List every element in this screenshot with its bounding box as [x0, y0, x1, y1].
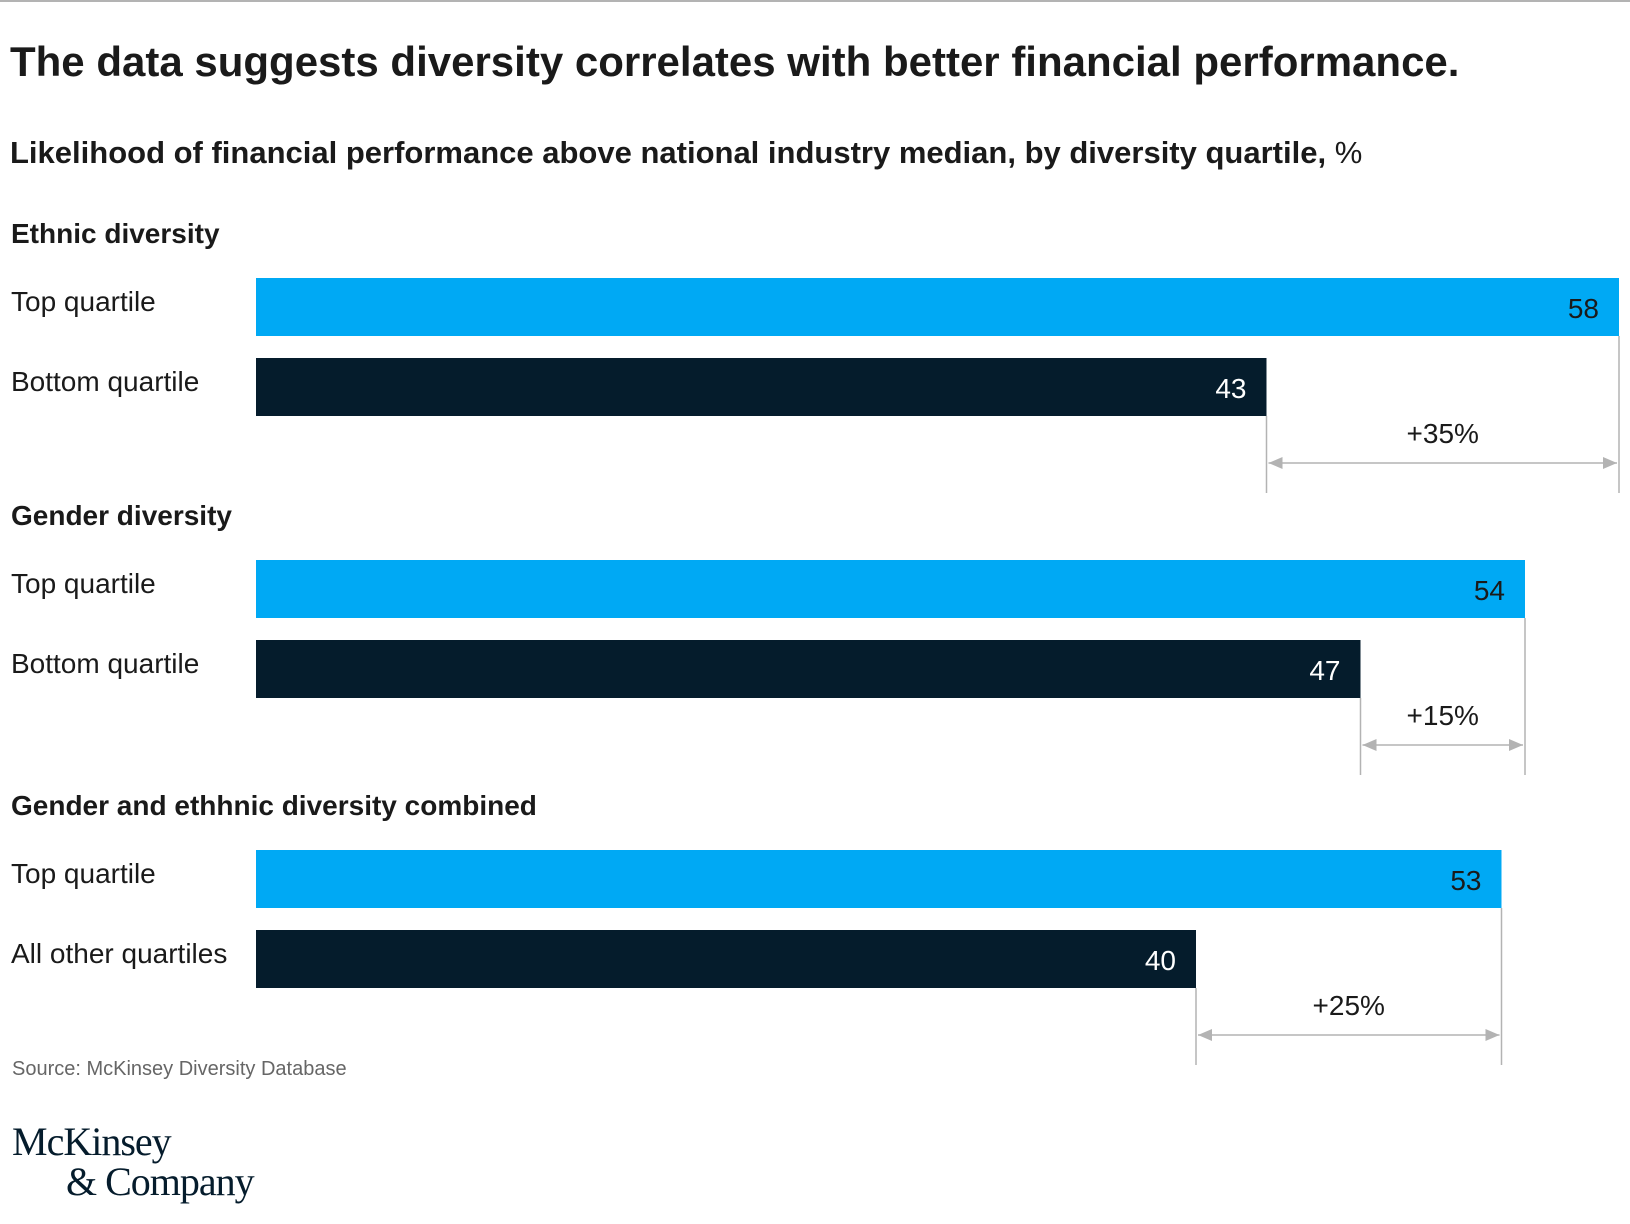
category-label: Top quartile — [11, 568, 156, 599]
bar — [256, 850, 1502, 908]
value-label: 40 — [1145, 945, 1176, 976]
bar — [256, 278, 1619, 336]
mckinsey-logo: McKinsey & Company — [12, 1119, 255, 1204]
bar — [256, 640, 1361, 698]
bar — [256, 560, 1525, 618]
value-label: 58 — [1568, 293, 1599, 324]
bracket-arrowhead — [1603, 457, 1617, 469]
bar — [256, 358, 1267, 416]
chart-title: The data suggests diversity correlates w… — [10, 38, 1460, 85]
difference-label: +35% — [1407, 418, 1479, 449]
subtitle-unit: % — [1334, 135, 1363, 170]
category-label: All other quartiles — [11, 938, 227, 969]
bracket-arrowhead — [1362, 739, 1377, 751]
group-title: Ethnic diversity — [11, 218, 220, 249]
group-title: Gender and ethhnic diversity combined — [11, 790, 537, 821]
top-rule — [0, 0, 1630, 2]
bracket-arrowhead — [1198, 1029, 1212, 1041]
value-label: 47 — [1309, 655, 1340, 686]
value-label: 54 — [1474, 575, 1505, 606]
value-label: 53 — [1450, 865, 1481, 896]
source-note: Source: McKinsey Diversity Database — [12, 1058, 347, 1080]
difference-label: +25% — [1313, 990, 1385, 1021]
category-label: Bottom quartile — [11, 366, 199, 397]
value-label: 43 — [1215, 373, 1246, 404]
difference-label: +15% — [1407, 700, 1479, 731]
bar-chart: Ethnic diversity Top quartile 58 Bottom qua… — [11, 218, 1620, 1065]
group-title: Gender diversity — [11, 500, 232, 531]
bracket-arrowhead — [1268, 457, 1283, 469]
bracket-arrowhead — [1485, 1029, 1500, 1041]
logo-line-1: McKinsey — [12, 1119, 172, 1164]
category-label: Top quartile — [11, 286, 156, 317]
chart-subtitle: Likelihood of financial performance abov… — [10, 135, 1362, 171]
subtitle-text: Likelihood of financial performance abov… — [10, 135, 1327, 170]
category-label: Top quartile — [11, 858, 156, 889]
bracket-arrowhead — [1509, 739, 1523, 751]
category-label: Bottom quartile — [11, 648, 199, 679]
logo-line-2: & Company — [66, 1159, 255, 1204]
bar — [256, 930, 1196, 988]
